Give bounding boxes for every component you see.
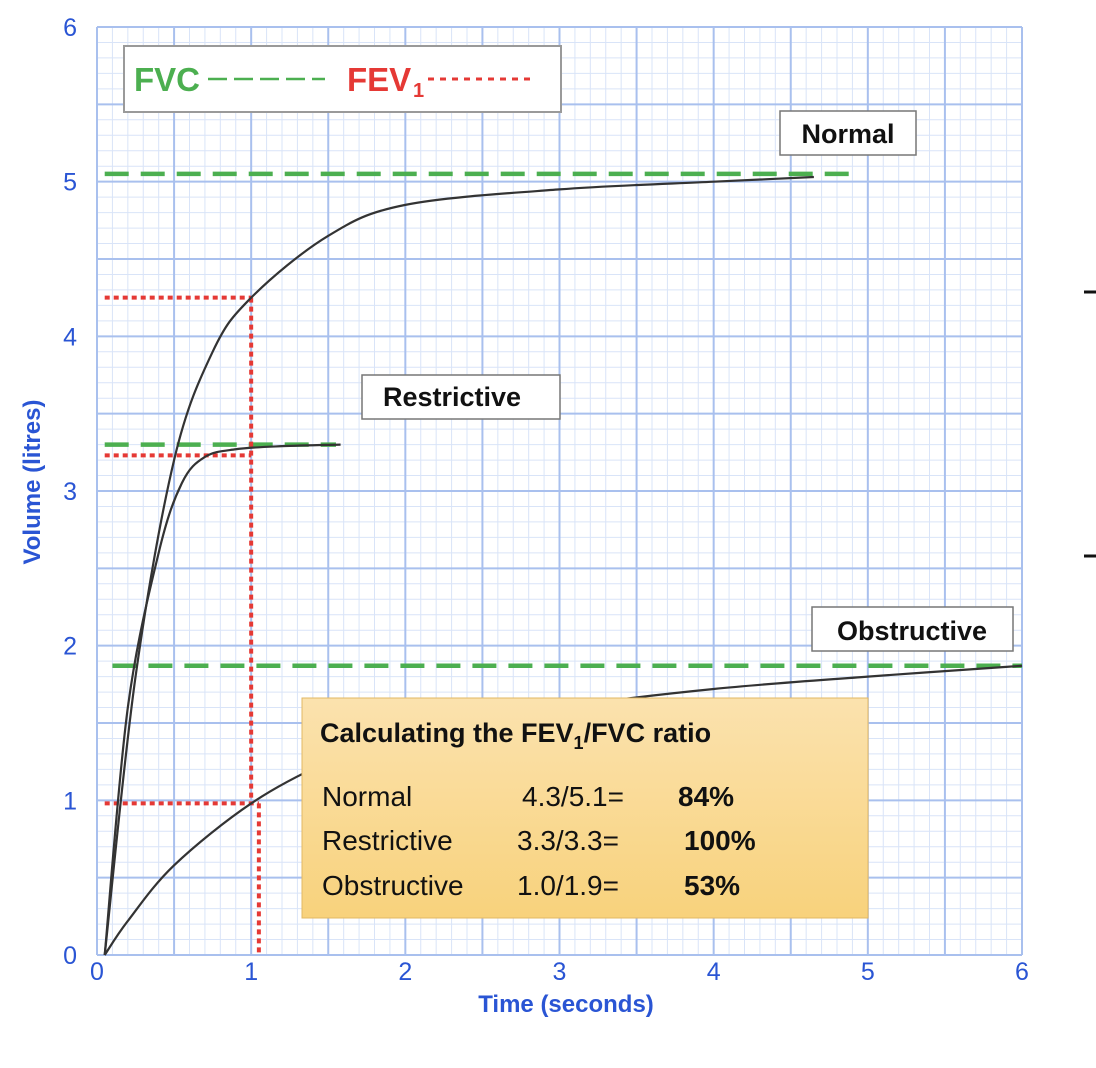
y-tick-label: 3	[63, 478, 77, 506]
axis-ticks: 0 1 2 3 4 5 6 0 1 2 3 4 5 6	[63, 14, 1029, 986]
calc-title-subscript: 1	[574, 733, 584, 753]
fev1-reference-lines	[104, 295, 261, 955]
x-tick-label: 1	[244, 958, 258, 986]
calc-row-formula: 1.0/1.9=	[517, 870, 619, 901]
calc-row-formula: 3.3/3.3=	[517, 825, 619, 856]
legend-fvc-label: FVC	[134, 61, 200, 98]
curve-restrictive	[103, 443, 341, 956]
x-tick-label: 5	[861, 958, 875, 986]
calc-row-percent: 53%	[684, 870, 740, 901]
y-tick-label: 5	[63, 169, 77, 197]
restrictive-label: Restrictive	[361, 374, 561, 420]
ratio-calculation-box: Calculating the FEV1/FVC ratio Normal 4.…	[301, 697, 869, 919]
normal-label: Normal	[779, 110, 917, 156]
calc-row-name: Restrictive	[322, 825, 453, 856]
y-tick-label: 2	[63, 633, 77, 661]
x-tick-label: 3	[553, 958, 567, 986]
x-tick-label: 2	[398, 958, 412, 986]
restrictive-label-text: Restrictive	[383, 382, 521, 412]
x-tick-label: 0	[90, 958, 104, 986]
y-tick-label: 4	[63, 323, 77, 351]
calc-row-percent: 100%	[684, 825, 756, 856]
y-tick-label: 6	[63, 14, 77, 42]
calc-title-end: /FVC ratio	[584, 718, 712, 748]
curve-normal	[103, 175, 814, 956]
x-axis-title: Time (seconds)	[478, 991, 654, 1018]
calc-row-formula: 4.3/5.1=	[522, 781, 624, 812]
calc-row-normal: Normal 4.3/5.1= 84%	[322, 781, 734, 812]
x-tick-label: 4	[707, 958, 721, 986]
calc-row-obstructive: Obstructive 1.0/1.9= 53%	[322, 870, 740, 901]
obstructive-label: Obstructive	[811, 606, 1014, 652]
legend: FVC FEV 1	[123, 45, 562, 113]
calc-row-name: Obstructive	[322, 870, 464, 901]
calc-row-restrictive: Restrictive 3.3/3.3= 100%	[322, 825, 756, 856]
calc-row-percent: 84%	[678, 781, 734, 812]
calc-title-main: Calculating the FEV	[320, 718, 574, 748]
x-tick-label: 6	[1015, 958, 1029, 986]
fvc-reference-lines	[104, 171, 1022, 669]
y-tick-label: 0	[63, 942, 77, 970]
legend-fev1-label: FEV	[347, 61, 411, 98]
calc-box-title: Calculating the FEV1/FVC ratio	[320, 718, 711, 753]
calc-box-background	[301, 697, 869, 919]
calc-row-name: Normal	[322, 781, 412, 812]
legend-fev1-subscript: 1	[413, 80, 424, 102]
normal-label-text: Normal	[801, 119, 894, 149]
y-axis-title: Volume (litres)	[19, 400, 46, 565]
obstructive-label-text: Obstructive	[837, 616, 987, 646]
y-tick-label: 1	[63, 787, 77, 815]
